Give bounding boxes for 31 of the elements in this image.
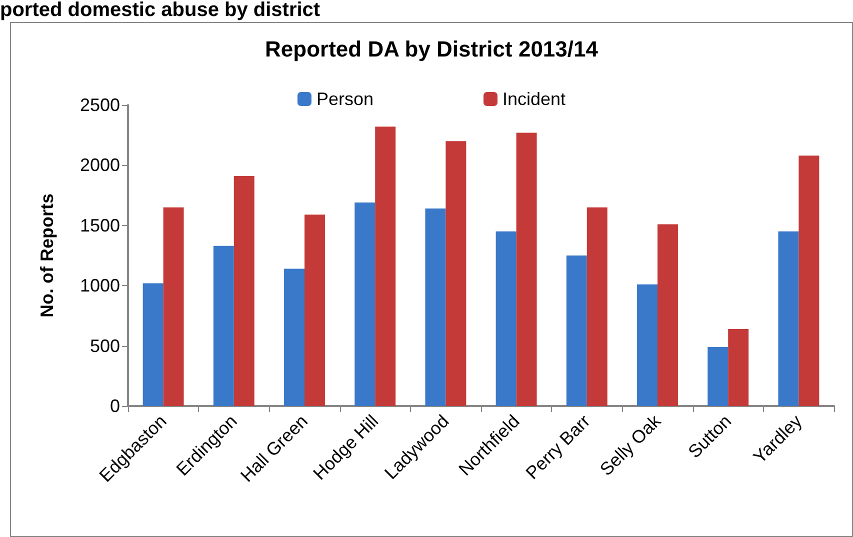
legend-label: Incident	[502, 89, 566, 109]
bar	[496, 231, 516, 406]
text: ported domestic abuse by district	[0, 0, 320, 21]
bar	[163, 207, 184, 406]
bar	[728, 328, 749, 406]
bar	[234, 176, 254, 406]
y-tick-label: 1000	[80, 276, 120, 296]
y-tick-label: 0	[110, 396, 120, 416]
bar	[778, 231, 799, 406]
legend-label: Person	[316, 89, 374, 109]
bar	[708, 347, 728, 406]
bar	[142, 283, 164, 406]
bar	[566, 256, 587, 406]
bar	[516, 132, 537, 406]
y-tick-label: 1500	[80, 215, 120, 236]
bar	[658, 224, 678, 406]
bar	[637, 284, 658, 406]
y-axis-title: No. of Reports	[37, 194, 57, 318]
bar	[586, 207, 608, 406]
bar	[798, 156, 820, 406]
y-tick-label: 500	[90, 336, 120, 356]
bar	[304, 214, 325, 406]
bar	[425, 208, 446, 406]
bar	[446, 141, 466, 406]
bar	[213, 246, 234, 406]
chart-title: Reported DA by District 2013/14	[265, 36, 599, 62]
bar	[354, 202, 376, 406]
y-tick-label: 2500	[80, 95, 120, 115]
y-tick-label: 2000	[80, 155, 120, 176]
bar	[284, 268, 304, 406]
bar	[375, 126, 396, 406]
